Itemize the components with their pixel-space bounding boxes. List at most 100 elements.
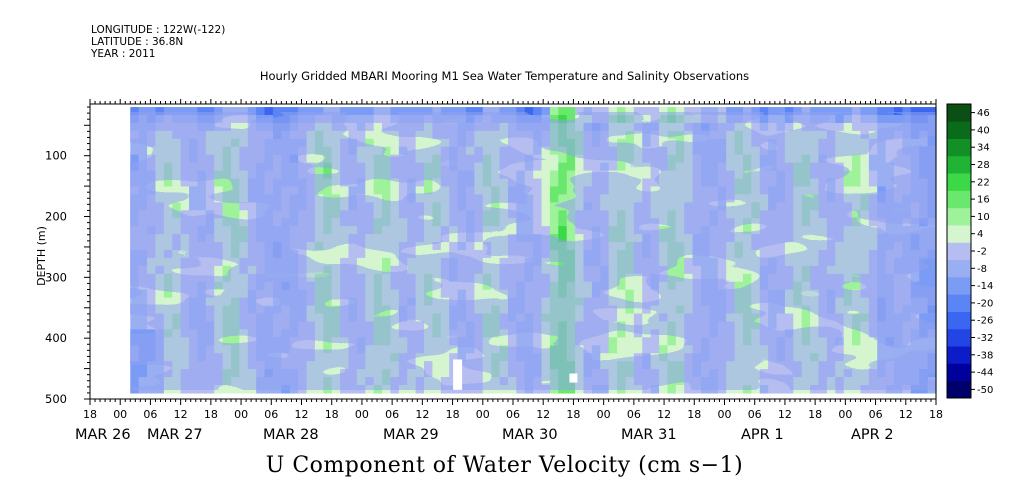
x-hour-label: 12 — [536, 408, 550, 421]
x-axis: 18 00 06 12 18 00 06 12 18 00 06 12 18 00 06 12 18 00 06 12… — [75, 408, 943, 443]
y-tick-label: 200 — [45, 210, 67, 224]
heatmap-cell — [894, 107, 904, 116]
heatmap-cell — [868, 107, 878, 116]
colorbar-swatch — [947, 138, 971, 157]
heatmap-cell — [910, 107, 920, 116]
heatmap-cell — [314, 107, 324, 116]
y-tick-label: 500 — [45, 392, 67, 406]
heatmap-cell — [205, 107, 215, 116]
heatmap-cell — [331, 107, 341, 116]
heatmap-cell — [575, 107, 585, 116]
heatmap-cell — [617, 107, 627, 116]
heatmap-cell — [675, 107, 685, 116]
x-day-label: APR 2 — [851, 427, 894, 443]
heatmap-cell — [835, 107, 845, 116]
heatmap-cell — [860, 107, 870, 116]
heatmap-cell — [482, 107, 492, 116]
heatmap-cell — [650, 107, 660, 116]
x-day-label: MAR 28 — [263, 427, 319, 443]
heatmap-cell — [264, 107, 274, 116]
bottom-minor-ticks — [89, 399, 937, 405]
heatmap-cell — [356, 107, 366, 116]
heatmap-cell — [642, 107, 652, 116]
x-hour-label: 18 — [446, 408, 460, 421]
colorbar-label: 40 — [977, 125, 990, 136]
colorbar-label: 34 — [977, 143, 990, 154]
colorbar-swatch — [947, 155, 971, 174]
x-day-label: MAR 27 — [147, 427, 203, 443]
heatmap-cell — [701, 107, 710, 116]
heatmap-cell — [902, 107, 912, 116]
x-hour-label: 18 — [83, 408, 97, 421]
colorbar-swatch — [947, 242, 971, 261]
heatmap-cell — [214, 107, 224, 116]
heatmap-cell — [289, 107, 299, 116]
x-hour-label: 06 — [143, 408, 157, 421]
heatmap-cell — [499, 107, 509, 116]
heatmap-cell — [692, 107, 702, 116]
heatmap-cell — [667, 107, 677, 116]
heatmap-cell — [885, 107, 895, 116]
heatmap-cell — [734, 107, 744, 116]
colorbar-swatch — [947, 190, 971, 209]
colorbar-label: -32 — [977, 333, 993, 344]
heatmap-cell — [826, 107, 836, 116]
y-tick-label: 300 — [45, 270, 67, 284]
heatmap-cell — [751, 107, 761, 116]
heatmap-cell — [549, 107, 559, 116]
colorbar-label: 16 — [977, 195, 990, 206]
heatmap-cell — [180, 107, 190, 116]
chart-title: Hourly Gridded MBARI Mooring M1 Sea Wate… — [259, 69, 750, 83]
data-gap-patch — [569, 373, 578, 383]
x-hour-label: 18 — [808, 408, 822, 421]
heatmap-cell — [298, 107, 308, 116]
heatmap-cell — [365, 107, 375, 116]
heatmap-cell — [348, 107, 358, 116]
x-day-label: APR 1 — [741, 427, 784, 443]
heatmap-cell — [231, 107, 240, 116]
heatmap-cell — [424, 107, 434, 116]
heatmap-cell — [717, 107, 727, 116]
heatmap-cell — [415, 107, 425, 116]
colorbar-swatch — [947, 346, 971, 364]
heatmap-cell — [507, 107, 517, 116]
heatmap-cell — [491, 107, 501, 116]
heatmap-cell — [759, 107, 769, 116]
heatmap-cell — [784, 107, 794, 116]
heatmap-cell — [398, 107, 408, 116]
x-hour-label: 00 — [355, 408, 369, 421]
heatmap-cell — [877, 107, 887, 116]
data-gaps — [453, 359, 578, 390]
x-hour-label: 18 — [687, 408, 701, 421]
heatmap-cell — [222, 107, 232, 116]
y-axis-title: DEPTH (m) — [35, 226, 48, 286]
x-day-label: MAR 29 — [383, 427, 439, 443]
colorbar-label: -50 — [977, 385, 993, 396]
heatmap-cell — [709, 107, 719, 116]
x-day-label: MAR 26 — [75, 427, 131, 443]
year-label: YEAR : 2011 — [91, 48, 156, 60]
heatmap-cell — [373, 107, 383, 116]
colorbar-swatch — [947, 225, 971, 243]
heatmap-cell — [197, 107, 207, 116]
heatmap-cell — [524, 107, 534, 116]
x-hour-label: 12 — [899, 408, 913, 421]
heatmap-cell — [558, 107, 568, 116]
colorbar-label: -2 — [977, 247, 987, 258]
colorbar-swatch — [947, 104, 971, 122]
colorbar-swatch — [947, 328, 971, 347]
colorbar-label: 22 — [977, 177, 990, 188]
colorbar-label: -26 — [977, 316, 993, 327]
x-day-label: MAR 31 — [621, 427, 677, 443]
y-tick-label: 100 — [45, 149, 67, 163]
heatmap-cell — [457, 107, 467, 116]
colorbar-swatch — [947, 276, 971, 295]
x-hour-label: 06 — [869, 408, 883, 421]
heatmap-cell — [407, 107, 417, 116]
x-hour-label: 06 — [264, 408, 278, 421]
x-hour-label: 18 — [325, 408, 339, 421]
heatmap-cell — [163, 107, 173, 116]
texture-overlay — [130, 112, 936, 390]
heatmap-cell — [440, 107, 450, 116]
heatmap-cell — [382, 107, 392, 116]
